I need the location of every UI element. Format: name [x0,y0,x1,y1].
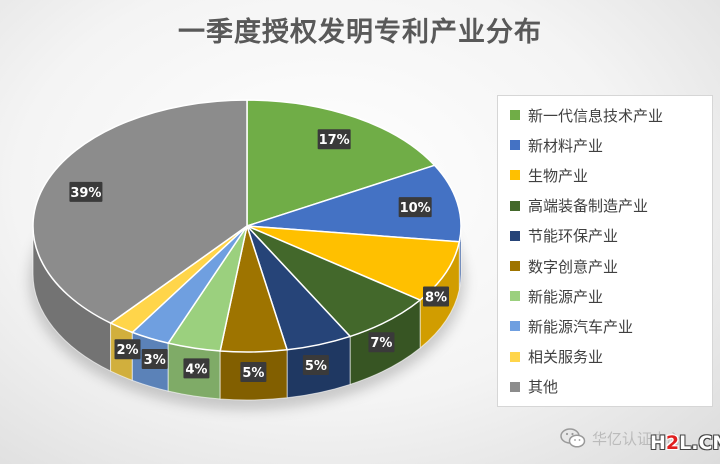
legend-swatch [510,261,520,272]
legend-label: 新一代信息技术产业 [528,106,664,125]
legend-swatch [510,321,520,332]
data-label-bg [240,362,267,383]
data-label: 10% [398,197,432,218]
data-label: 39% [69,181,103,202]
data-label: 3% [141,349,168,370]
data-label: 8% [423,286,450,307]
site-logo: H2L.CN [650,432,720,454]
data-label-bg [69,181,103,202]
legend-item: 节能环保产业 [510,221,712,251]
data-label-bg [368,332,395,353]
data-label-text: 8% [425,290,447,305]
legend-swatch [510,170,520,181]
data-label-text: 10% [400,201,431,216]
legend-label: 新能源汽车产业 [528,317,634,336]
data-label: 7% [368,332,395,353]
pie-slice [32,99,248,324]
legend-item: 高端装备制造产业 [510,191,712,221]
chart-legend: 新一代信息技术产业 新材料产业生物产业高端装备制造产业 节能环保产业 数字创意产业 新能… [497,95,713,407]
legend-label: 节能环保产业 [528,227,619,246]
data-label-bg [183,358,210,379]
data-label-text: 5% [305,359,327,374]
watermark: 华亿认证中心 [560,420,682,456]
data-label: 5% [240,362,267,383]
data-label-text: 4% [185,362,207,377]
legend-swatch [510,291,520,302]
legend-item: 新材料产业 [510,130,712,160]
legend-label: 其他 [528,378,559,397]
legend-swatch [510,140,520,151]
pie-slice [246,225,461,301]
data-label-bg [114,339,141,360]
legend-swatch [510,381,520,392]
legend-label: 高端装备制造产业 [528,197,649,216]
pie-slice [246,99,436,228]
site-logo-h: H [650,432,666,454]
pie-slice [246,164,462,243]
data-label-text: 39% [70,186,101,201]
data-label: 4% [183,358,210,379]
data-label-bg [317,129,351,150]
data-label-text: 3% [144,353,166,368]
legend-label: 相关服务业 [528,348,604,367]
data-label-text: 17% [319,133,350,148]
data-label-bg [302,355,329,376]
data-label-text: 7% [370,336,392,351]
data-label-bg [398,197,432,218]
site-logo-lcn: L.CN [679,432,720,454]
chart-title: 一季度授权发明专利产业分布 [178,17,542,48]
legend-item: 新能源产业 [510,281,712,311]
legend-label: 新材料产业 [528,136,604,155]
data-label: 2% [114,339,141,360]
legend-label: 数字创意产业 [528,257,619,276]
legend-swatch [510,351,520,362]
legend-label: 生物产业 [528,166,589,185]
data-label-text: 2% [116,343,138,358]
watermark-text: 华亿认证中心 [592,429,683,448]
legend-item: 生物产业 [510,160,712,190]
legend-item: 其他 [510,372,712,402]
legend-item: 相关服务业 [510,342,712,372]
legend-item: 数字创意产业 [510,251,712,281]
data-label-bg [423,286,450,307]
legend-item: 新能源汽车产业 [510,311,712,341]
legend-swatch [510,110,520,121]
data-label-bg [141,349,168,370]
legend-label: 新能源产业 [528,287,604,306]
wechat-icon [560,428,586,448]
data-label: 5% [302,355,329,376]
legend-swatch [510,230,520,241]
legend-swatch [510,200,520,211]
site-logo-2: 2 [665,432,680,454]
legend-item: 新一代信息技术产业 [510,100,712,130]
data-label: 17% [317,129,351,150]
data-label-text: 5% [242,366,264,381]
